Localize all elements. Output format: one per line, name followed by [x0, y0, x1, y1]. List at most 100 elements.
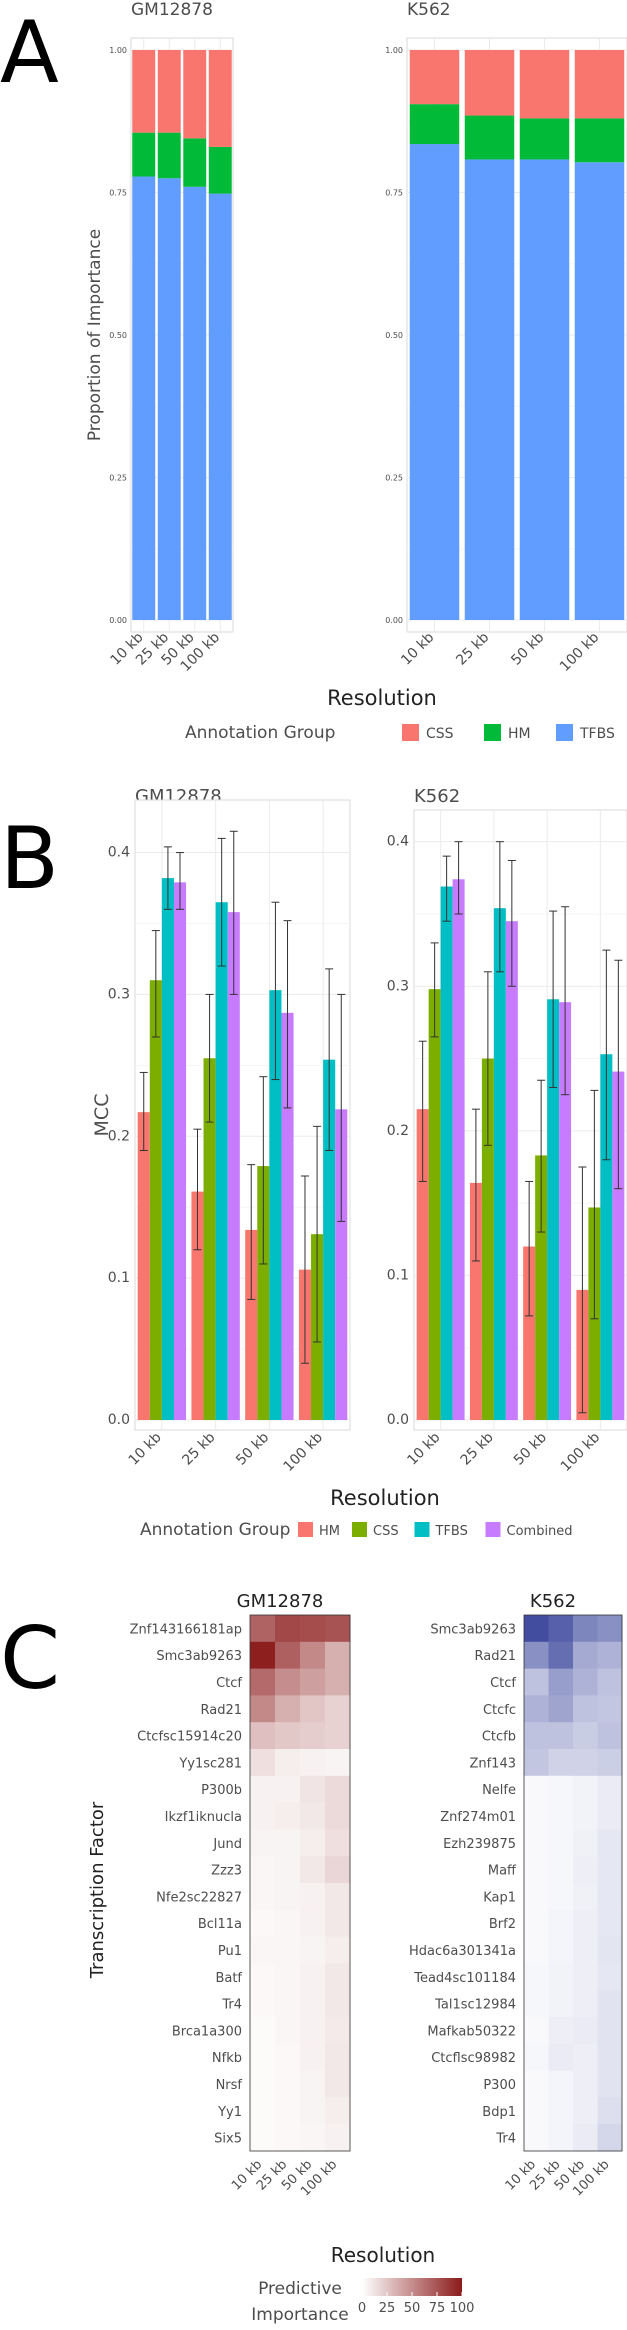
- heatmap-cell-gm12878: [325, 1668, 351, 1696]
- bar-hm-k562-10-kb: [409, 104, 460, 145]
- heatmap-cell-k562: [548, 1775, 574, 1804]
- y-tick-label: Znf274m01: [440, 1810, 516, 1825]
- heatmap-cell-gm12878: [250, 2043, 276, 2072]
- heatmap-cell-gm12878: [275, 1695, 301, 1723]
- heatmap-cell-gm12878: [275, 1668, 301, 1696]
- heatmap-cell-gm12878: [275, 2124, 301, 2152]
- heatmap-cell-k562: [597, 2097, 623, 2125]
- y-axis-label: MCC: [91, 1094, 113, 1137]
- bar-combined-gm12878-100-kb: [335, 1109, 348, 1420]
- heatmap-cell-k562: [573, 2017, 598, 2045]
- bar-tfbs-gm12878-100-kb: [323, 1059, 336, 1420]
- legend-swatch-css: [402, 724, 419, 741]
- heatmap-cell-k562: [573, 2043, 598, 2072]
- heatmap-cell-gm12878: [300, 1990, 326, 2018]
- heatmap-cell-gm12878: [300, 1856, 326, 1884]
- bar-combined-gm12878-10-kb: [173, 882, 187, 1420]
- heatmap-cell-gm12878: [325, 2017, 351, 2045]
- bar-css-gm12878-50-kb: [257, 1166, 270, 1420]
- x-tick-label: 25 kb: [179, 1429, 218, 1468]
- bar-css-k562-100-kb: [574, 50, 625, 119]
- legend-tick-label: 75: [429, 2301, 446, 2316]
- legend-colorbar: [362, 2278, 462, 2296]
- heatmap-cell-gm12878: [325, 1829, 351, 1857]
- panel-label-c: C: [0, 1609, 60, 1709]
- facet-title-gm12878: GM12878: [131, 0, 213, 20]
- heatmap-cell-k562: [548, 1802, 574, 1830]
- heatmap-cell-k562: [597, 1936, 623, 1964]
- y-tick-label: 1.00: [109, 46, 127, 55]
- y-tick-label: P300: [483, 2078, 516, 2093]
- bar-hm-gm12878-10-kb: [137, 1112, 150, 1420]
- bar-hm-gm12878-10-kb: [132, 132, 156, 177]
- panel-a-stacked-bar-chart: GM12878 0.00 0.25 0.50 0.75 1.00 10 kb 25 kb 50 …: [85, 0, 627, 743]
- bar-combined-gm12878-50-kb: [281, 1012, 294, 1420]
- bar-css-gm12878-25-kb: [157, 50, 181, 133]
- y-tick-label: 0.25: [109, 474, 127, 483]
- heatmap-cell-gm12878: [275, 1936, 301, 1964]
- y-tick-label: Ctcfsc15914c20: [137, 1730, 242, 1745]
- y-tick-label: Znf143166181ap: [130, 1622, 242, 1637]
- y-tick-label: Ikzf1iknucla: [165, 1810, 242, 1825]
- heatmap-cell-gm12878: [325, 1722, 351, 1750]
- y-tick-label: Smc3ab9263: [156, 1649, 242, 1664]
- heatmap-cell-gm12878: [325, 1856, 351, 1884]
- legend-label-css: CSS: [373, 1524, 399, 1539]
- y-tick-label: 0.1: [108, 1270, 130, 1286]
- bar-css-k562-25-kb: [481, 1058, 494, 1420]
- y-tick-label: 0.1: [387, 1267, 409, 1283]
- y-tick-label: 0.4: [387, 834, 409, 850]
- heatmap-cell-gm12878: [250, 1856, 276, 1884]
- heatmap-cell-gm12878: [300, 2070, 326, 2098]
- heatmap-cell-gm12878: [275, 1909, 301, 1938]
- heatmap-cell-k562: [597, 1641, 623, 1670]
- heatmap-cell-gm12878: [300, 1722, 326, 1750]
- heatmap-cell-k562: [524, 2043, 549, 2072]
- bar-tfbs-k562-50-kb: [519, 159, 570, 620]
- heatmap-cell-gm12878: [250, 2124, 276, 2152]
- heatmap-cell-k562: [548, 2017, 574, 2045]
- heatmap-cell-k562: [573, 1668, 598, 1696]
- bar-hm-gm12878-25-kb: [191, 1191, 204, 1420]
- legend-tick-label: 50: [404, 2301, 421, 2316]
- legend-tick-label: 0: [358, 2301, 366, 2316]
- heatmap-cell-k562: [524, 1990, 549, 2018]
- heatmap-cell-k562: [597, 1829, 623, 1857]
- bar-css-k562-10-kb: [428, 989, 441, 1420]
- x-tick-label: 25 kb: [458, 1429, 497, 1468]
- heatmap-cell-k562: [573, 1722, 598, 1750]
- y-tick-label: 1.00: [385, 46, 403, 55]
- heatmap-cell-gm12878: [250, 1829, 276, 1857]
- x-tick-label: 10 kb: [126, 1429, 165, 1468]
- y-tick-label: Bdp1: [482, 2105, 516, 2120]
- y-tick-label: 0.50: [109, 331, 127, 340]
- heatmap-cell-gm12878: [325, 1936, 351, 1964]
- bar-css-gm12878-25-kb: [203, 1058, 216, 1420]
- heatmap-cell-k562: [524, 1722, 549, 1750]
- heatmap-cell-k562: [524, 1668, 549, 1696]
- heatmap-cell-k562: [548, 1722, 574, 1750]
- heatmap-cell-gm12878: [300, 2097, 326, 2125]
- y-tick-label: Jund: [212, 1837, 242, 1852]
- heatmap-cell-k562: [597, 1615, 623, 1643]
- bar-tfbs-gm12878-10-kb: [161, 878, 174, 1420]
- heatmap-cell-gm12878: [325, 1695, 351, 1723]
- heatmap-cell-k562: [573, 1749, 598, 1777]
- heatmap-cell-k562: [524, 1641, 549, 1670]
- x-axis-label: Resolution: [330, 1486, 440, 1510]
- heatmap-cell-k562: [597, 1722, 623, 1750]
- heatmap-cell-k562: [573, 1829, 598, 1857]
- y-tick-label: 0.3: [387, 978, 409, 994]
- x-tick-label: 100 kb: [557, 629, 602, 674]
- heatmap-cell-k562: [597, 1775, 623, 1804]
- heatmap-cell-gm12878: [275, 1641, 301, 1670]
- legend-label-hm: HM: [508, 726, 531, 742]
- heatmap-cell-gm12878: [300, 1615, 326, 1643]
- y-tick-label: Nfe2sc22827: [156, 1890, 242, 1905]
- bar-combined-k562-50-kb: [559, 1002, 572, 1420]
- bar-combined-k562-10-kb: [452, 879, 465, 1420]
- bar-tfbs-k562-100-kb: [600, 1054, 613, 1420]
- heatmap-cell-gm12878: [325, 1909, 351, 1938]
- heatmap-cell-gm12878: [300, 1883, 326, 1911]
